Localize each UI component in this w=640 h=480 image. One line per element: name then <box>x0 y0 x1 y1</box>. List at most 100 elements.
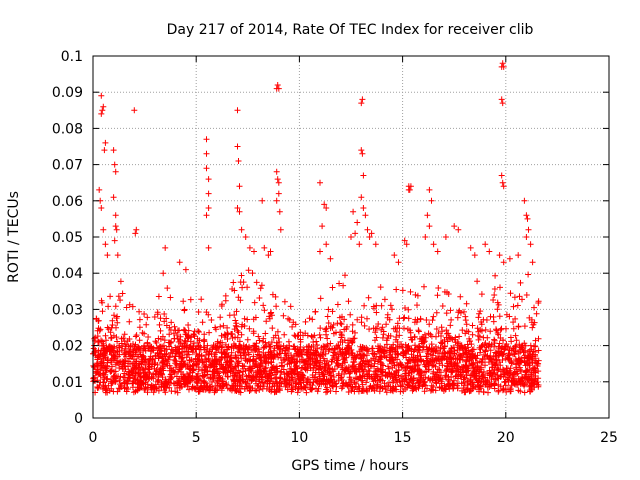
data-point <box>327 372 334 379</box>
data-point <box>364 315 370 322</box>
data-point <box>362 357 369 364</box>
data-point <box>114 252 121 259</box>
data-point <box>248 368 255 375</box>
data-point <box>98 205 105 211</box>
data-point <box>211 353 218 360</box>
data-point <box>437 339 444 346</box>
data-point <box>127 375 134 382</box>
data-point <box>384 335 391 342</box>
data-point <box>206 348 213 355</box>
data-point <box>349 383 356 390</box>
data-point <box>323 241 330 248</box>
data-point <box>366 326 373 333</box>
data-point <box>515 375 522 382</box>
y-tick-label: 0.09 <box>52 85 83 101</box>
data-point <box>507 388 514 395</box>
data-point <box>436 376 443 383</box>
data-point <box>326 366 333 373</box>
data-point <box>234 205 241 211</box>
data-point <box>500 367 507 374</box>
y-tick-label: 0.1 <box>61 49 83 65</box>
data-point <box>435 356 442 363</box>
data-point <box>167 365 174 372</box>
data-point <box>258 376 265 383</box>
data-point <box>534 363 541 369</box>
data-point <box>397 388 404 395</box>
data-point <box>147 343 154 350</box>
data-point <box>491 343 498 350</box>
data-point <box>520 381 527 388</box>
data-point <box>438 384 445 391</box>
data-point <box>476 369 483 376</box>
data-point <box>203 212 210 219</box>
data-point <box>393 334 400 340</box>
x-axis-label: GPS time / hours <box>291 458 408 474</box>
data-point <box>152 338 159 345</box>
data-point <box>270 347 277 354</box>
data-point <box>475 328 482 335</box>
data-point <box>294 333 301 339</box>
data-point <box>466 335 473 342</box>
data-point <box>145 334 152 340</box>
data-point <box>477 382 484 389</box>
data-point <box>220 369 227 376</box>
data-point <box>374 384 381 391</box>
data-point <box>333 388 339 395</box>
data-point <box>415 327 422 334</box>
data-point <box>415 367 422 374</box>
data-point <box>181 374 188 381</box>
data-point <box>105 326 112 333</box>
data-point <box>294 358 301 365</box>
data-point <box>366 368 373 375</box>
data-point <box>274 328 281 335</box>
data-point <box>528 346 535 353</box>
data-point <box>181 381 188 388</box>
data-point <box>513 379 520 386</box>
data-point <box>475 314 482 321</box>
data-point <box>364 226 371 233</box>
data-point <box>254 371 261 378</box>
y-tick-label: 0.04 <box>52 266 83 282</box>
data-point <box>139 352 146 359</box>
data-point <box>498 96 505 103</box>
data-point <box>182 327 189 334</box>
data-point <box>213 366 220 372</box>
data-point <box>143 376 150 383</box>
data-point <box>472 367 478 374</box>
data-point <box>109 317 116 324</box>
data-point <box>372 329 379 336</box>
data-point <box>118 335 125 342</box>
data-point <box>144 314 151 321</box>
data-point <box>429 317 436 324</box>
data-point <box>159 333 166 340</box>
data-point <box>100 355 106 362</box>
data-point <box>200 359 206 366</box>
data-point <box>141 359 148 366</box>
data-point <box>529 259 536 266</box>
data-point <box>433 309 440 316</box>
data-point <box>267 370 274 377</box>
data-point <box>348 234 354 240</box>
data-point <box>236 208 243 215</box>
data-point <box>354 219 361 226</box>
data-point <box>359 150 366 157</box>
data-point <box>334 363 341 369</box>
data-point <box>102 139 109 146</box>
data-point <box>447 360 454 367</box>
data-point <box>429 352 436 359</box>
data-point <box>281 380 288 386</box>
data-point <box>449 369 456 376</box>
data-point <box>467 381 474 388</box>
data-point <box>219 364 226 371</box>
data-point <box>107 293 114 300</box>
data-point <box>498 325 505 332</box>
data-point <box>182 338 189 345</box>
data-point <box>423 317 430 323</box>
data-point <box>478 291 485 298</box>
data-point <box>320 343 327 350</box>
data-point <box>227 357 234 364</box>
data-point <box>261 244 268 251</box>
data-point <box>276 208 283 215</box>
data-point <box>455 373 461 380</box>
data-point <box>462 389 469 396</box>
